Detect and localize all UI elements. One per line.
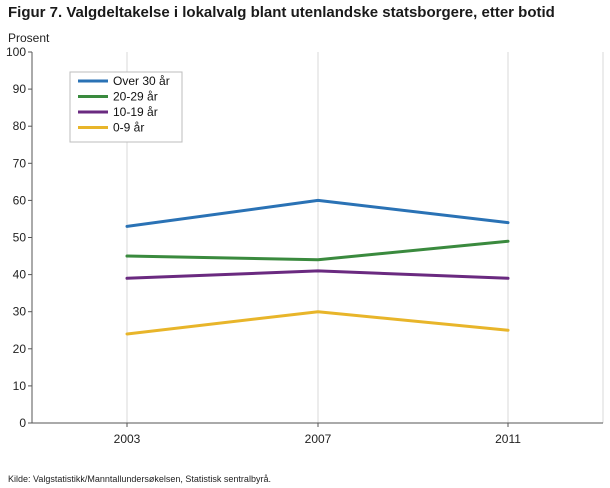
source-note: Kilde: Valgstatistikk/Manntallundersøkel… xyxy=(8,474,271,484)
data-point-2-0 xyxy=(126,277,129,280)
y-tick-90: 90 xyxy=(13,82,32,96)
data-point-3-2 xyxy=(507,329,510,332)
data-point-1-2 xyxy=(507,240,510,243)
y-tick-label: 10 xyxy=(13,379,27,393)
data-point-2-2 xyxy=(507,277,510,280)
y-tick-label: 70 xyxy=(13,156,27,170)
y-tick-0: 0 xyxy=(19,416,32,430)
series-line-2 xyxy=(125,269,510,280)
series-line-1 xyxy=(125,239,510,262)
y-axis-label: Prosent xyxy=(8,31,50,45)
y-tick-40: 40 xyxy=(13,268,32,282)
y-tick-50: 50 xyxy=(13,231,32,245)
x-tick-label: 2003 xyxy=(114,432,141,446)
x-axis-ticks: 2003 2007 2011 xyxy=(114,423,521,446)
data-point-0-2 xyxy=(507,221,510,224)
x-tick-2007: 2007 xyxy=(305,423,332,446)
y-tick-30: 30 xyxy=(13,305,32,319)
y-tick-10: 10 xyxy=(13,379,32,393)
data-point-0-0 xyxy=(126,225,129,228)
x-tick-label: 2011 xyxy=(495,432,521,446)
y-tick-80: 80 xyxy=(13,119,32,133)
x-tick-2011: 2011 xyxy=(495,423,521,446)
legend-box xyxy=(69,71,183,143)
y-tick-60: 60 xyxy=(13,193,32,207)
y-tick-label: 40 xyxy=(13,268,27,282)
legend-label: 10-19 år xyxy=(113,105,158,119)
legend-item-1: 20-29 år xyxy=(78,90,158,104)
data-point-2-1 xyxy=(317,269,320,272)
x-tick-2003: 2003 xyxy=(114,423,141,446)
y-tick-label: 30 xyxy=(13,305,27,319)
y-tick-label: 80 xyxy=(13,119,27,133)
y-tick-label: 20 xyxy=(13,342,27,356)
series-line-0 xyxy=(125,198,510,228)
y-tick-label: 100 xyxy=(6,45,26,59)
y-tick-label: 0 xyxy=(19,416,26,430)
legend-label: 0-9 år xyxy=(113,121,144,135)
chart-title: Figur 7. Valgdeltakelse i lokalvalg blan… xyxy=(8,4,555,21)
data-point-3-1 xyxy=(317,310,320,313)
data-point-1-1 xyxy=(317,258,320,261)
data-point-0-1 xyxy=(317,199,320,202)
x-tick-label: 2007 xyxy=(305,432,332,446)
series-lines xyxy=(125,198,510,336)
legend-label: 20-29 år xyxy=(113,90,158,104)
legend-label: Over 30 år xyxy=(113,74,170,88)
legend-item-3: 0-9 år xyxy=(78,121,144,135)
y-tick-70: 70 xyxy=(13,156,32,170)
series-line-3 xyxy=(125,310,510,336)
y-tick-label: 50 xyxy=(13,231,27,245)
legend-item-0: Over 30 år xyxy=(78,74,170,88)
data-point-1-0 xyxy=(126,255,129,258)
y-tick-label: 90 xyxy=(13,82,27,96)
data-point-3-0 xyxy=(126,332,129,335)
gridlines xyxy=(126,52,604,423)
legend-item-2: 10-19 år xyxy=(78,105,158,119)
y-tick-20: 20 xyxy=(13,342,32,356)
y-tick-label: 60 xyxy=(13,193,27,207)
y-tick-100: 100 xyxy=(6,45,32,59)
y-axis-ticks: 0 10 20 30 40 50 60 70 80 90 100 xyxy=(6,45,32,430)
